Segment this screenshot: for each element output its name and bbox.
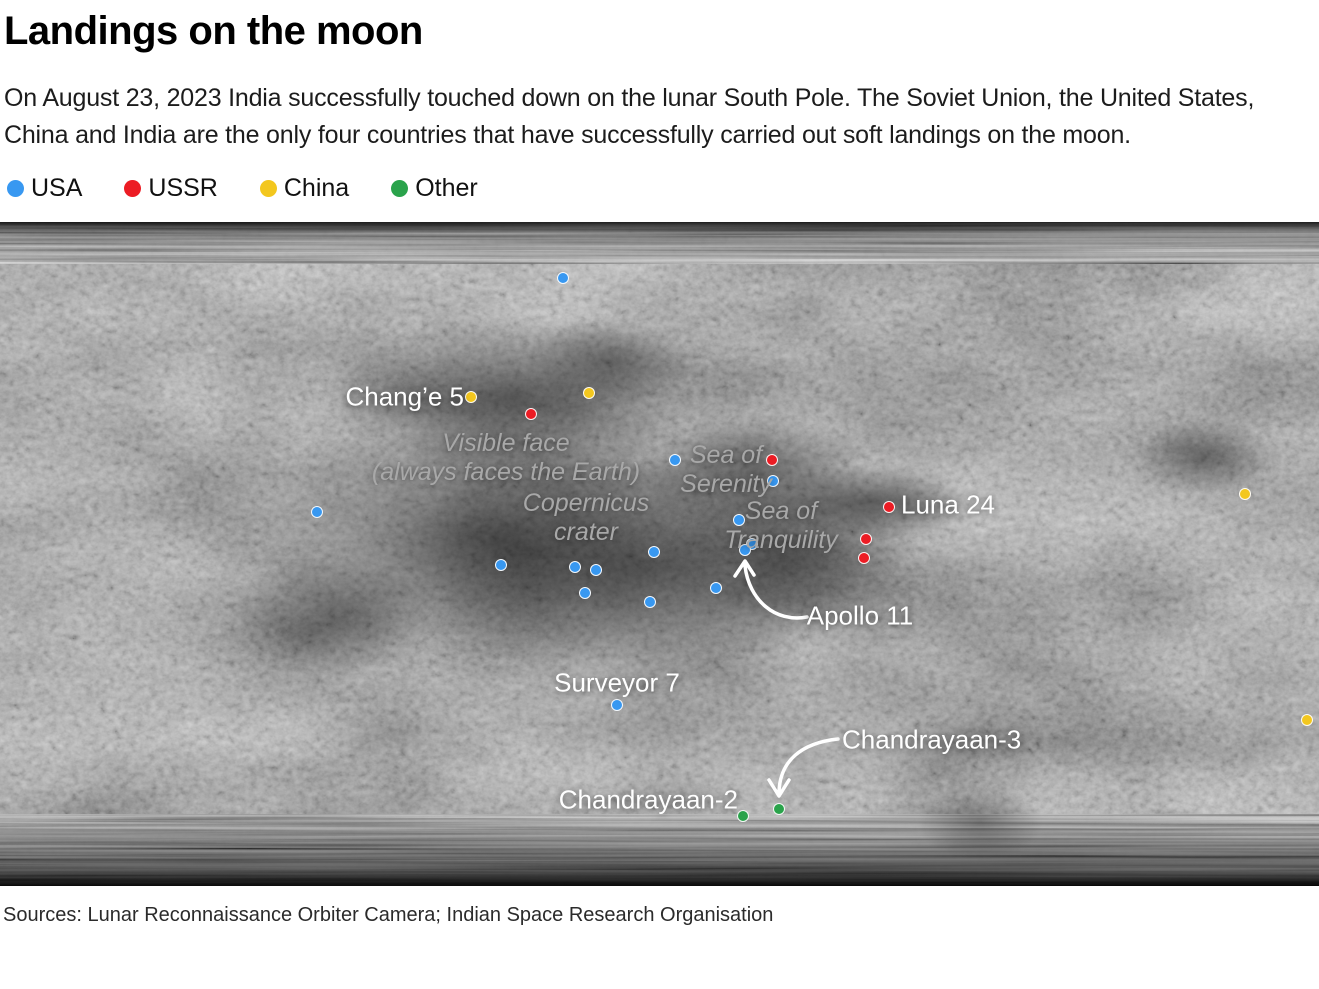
map-label-luna-24: Luna 24	[901, 489, 995, 520]
landing-site-dot-china	[465, 391, 477, 403]
map-label-apollo-11: Apollo 11	[806, 600, 914, 631]
map-label-copernicus-crater: Copernicus crater	[522, 489, 650, 546]
landing-site-dot-china	[583, 387, 595, 399]
landing-site-dot-usa	[739, 544, 751, 556]
legend-item-china: China	[259, 173, 350, 203]
page-title: Landings on the moon	[4, 9, 423, 53]
legend: USA USSR China Other	[7, 173, 1319, 203]
landing-site-dot-other	[737, 810, 749, 822]
map-label-sea-of-serenity: Sea of Serenity	[680, 441, 772, 498]
landing-site-dot-usa	[733, 514, 745, 526]
intro-text: On August 23, 2023 India successfully to…	[4, 84, 1255, 149]
other-dot-icon	[391, 179, 409, 197]
map-label-surveyor-7: Surveyor 7	[554, 667, 680, 698]
legend-item-ussr: USSR	[124, 173, 218, 203]
landing-site-dot-usa	[611, 699, 623, 711]
landing-site-dot-china	[1239, 488, 1251, 500]
landing-site-dot-usa	[590, 564, 602, 576]
legend-label: USSR	[148, 173, 218, 202]
landing-site-dot-usa	[311, 506, 323, 518]
landing-site-dot-ussr	[883, 501, 895, 513]
landing-site-dot-usa	[579, 587, 591, 599]
landing-site-dot-usa	[648, 546, 660, 558]
moon-landings-infographic: Landings on the moon On August 23, 2023 …	[0, 8, 1319, 989]
landing-site-dot-usa	[767, 475, 779, 487]
landing-site-dot-ussr	[860, 533, 872, 545]
map-label-sea-of-tranquility: Sea of Tranquility	[724, 497, 838, 554]
map-label-chandrayaan-3: Chandrayaan-3	[842, 724, 1022, 755]
legend-label: Other	[415, 173, 478, 202]
china-dot-icon	[259, 179, 277, 197]
landing-site-dot-china	[1301, 714, 1313, 726]
landing-site-dots	[0, 222, 1319, 886]
legend-item-other: Other	[391, 174, 478, 203]
landing-site-dot-usa	[710, 582, 722, 594]
landing-site-dot-ussr	[766, 454, 778, 466]
map-label-change-5: Chang’e 5	[345, 381, 464, 412]
map-label-visible-face: Visible face (always faces the Earth)	[371, 429, 641, 486]
landing-site-dot-usa	[669, 454, 681, 466]
landing-site-dot-ussr	[858, 552, 870, 564]
landing-site-dot-other	[773, 803, 785, 815]
landing-site-dot-usa	[495, 559, 507, 571]
landing-site-dot-ussr	[525, 408, 537, 420]
map-label-chandrayaan-2: Chandrayaan-2	[558, 784, 738, 815]
landing-site-dot-usa	[557, 272, 569, 284]
landing-site-dot-usa	[569, 561, 581, 573]
moon-map: Chang’e 5 Luna 24 Apollo 11 Surveyor 7 Chand…	[0, 222, 1319, 886]
legend-label: China	[283, 173, 350, 202]
ussr-dot-icon	[124, 179, 142, 197]
usa-dot-icon	[7, 179, 24, 197]
legend-item-usa: USA	[7, 174, 82, 203]
landing-site-dot-usa	[644, 596, 656, 608]
legend-label: USA	[31, 173, 83, 202]
sources-line: Sources: Lunar Reconnaissance Orbiter Ca…	[3, 904, 774, 926]
map-labels: Chang’e 5 Luna 24 Apollo 11 Surveyor 7 Chand…	[0, 222, 1319, 886]
